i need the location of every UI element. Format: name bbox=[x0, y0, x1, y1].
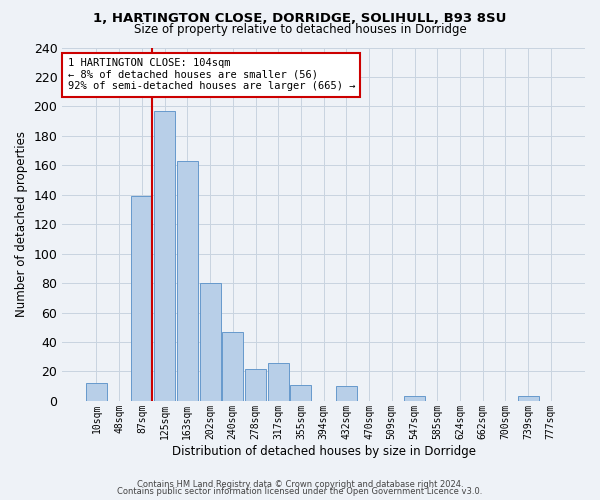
Y-axis label: Number of detached properties: Number of detached properties bbox=[15, 131, 28, 317]
Bar bbox=[154, 111, 175, 401]
Bar bbox=[518, 396, 539, 401]
X-axis label: Distribution of detached houses by size in Dorridge: Distribution of detached houses by size … bbox=[172, 444, 476, 458]
Bar bbox=[290, 384, 311, 401]
Text: 1, HARTINGTON CLOSE, DORRIDGE, SOLIHULL, B93 8SU: 1, HARTINGTON CLOSE, DORRIDGE, SOLIHULL,… bbox=[94, 12, 506, 26]
Text: Size of property relative to detached houses in Dorridge: Size of property relative to detached ho… bbox=[134, 24, 466, 36]
Text: Contains public sector information licensed under the Open Government Licence v3: Contains public sector information licen… bbox=[118, 487, 482, 496]
Bar bbox=[177, 161, 198, 401]
Bar bbox=[268, 362, 289, 401]
Text: Contains HM Land Registry data © Crown copyright and database right 2024.: Contains HM Land Registry data © Crown c… bbox=[137, 480, 463, 489]
Text: 1 HARTINGTON CLOSE: 104sqm
← 8% of detached houses are smaller (56)
92% of semi-: 1 HARTINGTON CLOSE: 104sqm ← 8% of detac… bbox=[68, 58, 355, 92]
Bar bbox=[245, 368, 266, 401]
Bar bbox=[86, 383, 107, 401]
Bar bbox=[404, 396, 425, 401]
Bar bbox=[336, 386, 357, 401]
Bar bbox=[200, 283, 221, 401]
Bar bbox=[223, 332, 243, 401]
Bar bbox=[131, 196, 152, 401]
